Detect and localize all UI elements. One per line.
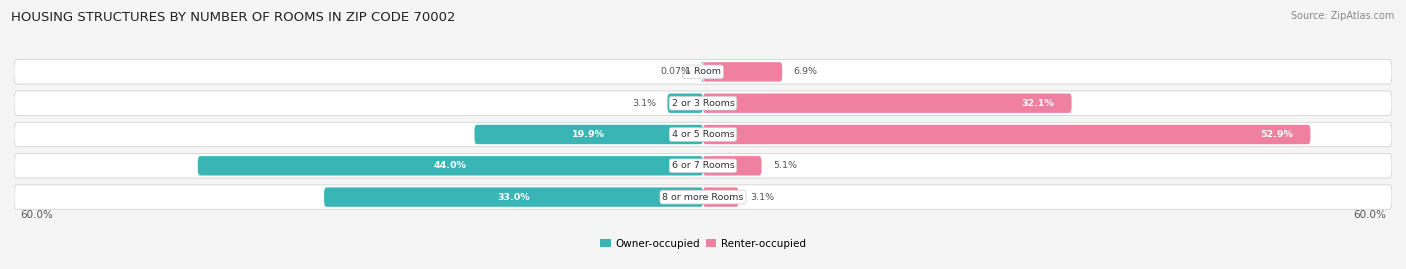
FancyBboxPatch shape — [14, 60, 1392, 84]
Text: 8 or more Rooms: 8 or more Rooms — [662, 193, 744, 201]
FancyBboxPatch shape — [668, 94, 703, 113]
Text: 19.9%: 19.9% — [572, 130, 605, 139]
FancyBboxPatch shape — [14, 91, 1392, 115]
FancyBboxPatch shape — [14, 122, 1392, 147]
Text: 32.1%: 32.1% — [1022, 99, 1054, 108]
Text: 52.9%: 52.9% — [1260, 130, 1294, 139]
FancyBboxPatch shape — [198, 156, 703, 175]
Legend: Owner-occupied, Renter-occupied: Owner-occupied, Renter-occupied — [596, 235, 810, 253]
Text: 33.0%: 33.0% — [498, 193, 530, 201]
Text: 3.1%: 3.1% — [631, 99, 657, 108]
FancyBboxPatch shape — [703, 125, 1310, 144]
FancyBboxPatch shape — [700, 62, 704, 82]
Text: 6 or 7 Rooms: 6 or 7 Rooms — [672, 161, 734, 170]
Text: 0.07%: 0.07% — [661, 68, 690, 76]
Text: 2 or 3 Rooms: 2 or 3 Rooms — [672, 99, 734, 108]
Text: 3.1%: 3.1% — [749, 193, 775, 201]
FancyBboxPatch shape — [703, 94, 1071, 113]
Text: Source: ZipAtlas.com: Source: ZipAtlas.com — [1291, 11, 1395, 21]
Text: HOUSING STRUCTURES BY NUMBER OF ROOMS IN ZIP CODE 70002: HOUSING STRUCTURES BY NUMBER OF ROOMS IN… — [11, 11, 456, 24]
Text: 4 or 5 Rooms: 4 or 5 Rooms — [672, 130, 734, 139]
FancyBboxPatch shape — [703, 156, 762, 175]
FancyBboxPatch shape — [703, 62, 782, 82]
FancyBboxPatch shape — [323, 187, 703, 207]
FancyBboxPatch shape — [14, 154, 1392, 178]
Text: 44.0%: 44.0% — [434, 161, 467, 170]
Text: 60.0%: 60.0% — [20, 210, 52, 220]
FancyBboxPatch shape — [703, 187, 738, 207]
Text: 5.1%: 5.1% — [773, 161, 797, 170]
Text: 1 Room: 1 Room — [685, 68, 721, 76]
Text: 60.0%: 60.0% — [1354, 210, 1386, 220]
FancyBboxPatch shape — [14, 185, 1392, 209]
FancyBboxPatch shape — [474, 125, 703, 144]
Text: 6.9%: 6.9% — [794, 68, 818, 76]
